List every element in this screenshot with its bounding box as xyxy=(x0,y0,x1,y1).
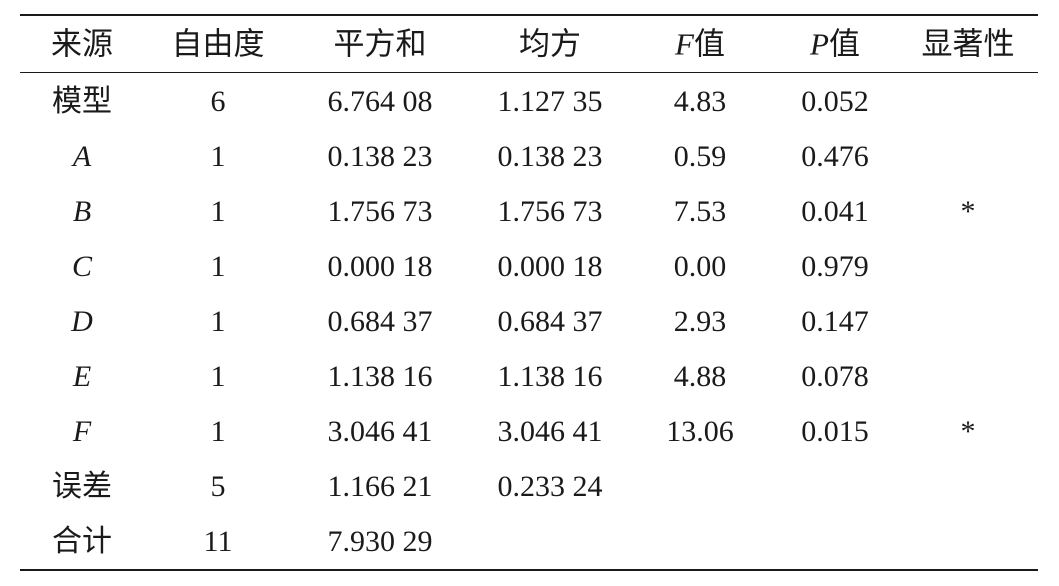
table-cell: 0.476 xyxy=(801,140,869,173)
table-cell: 0.684 37 xyxy=(327,305,433,338)
table-cell: 0.233 24 xyxy=(497,470,603,503)
table-cell: 3.046 41 xyxy=(497,415,603,448)
table-cell: * xyxy=(960,415,976,448)
table-cell: 0.000 18 xyxy=(497,250,603,283)
header-rule xyxy=(20,72,1038,73)
table-cell: 0.015 xyxy=(801,415,869,448)
table-cell: 1.138 16 xyxy=(327,360,433,393)
table-cell: 0.979 xyxy=(801,250,869,283)
table-cell: 1 xyxy=(210,305,226,338)
table-cell: 2.93 xyxy=(673,305,727,338)
table-cell: 1 xyxy=(210,195,226,228)
table-cell: 1.166 21 xyxy=(327,470,433,503)
table-cell: 1 xyxy=(210,360,226,393)
table-cell: 模型 xyxy=(52,85,112,118)
header-cell: F值 xyxy=(675,26,725,62)
table-cell: 5 xyxy=(210,470,226,503)
header-cell: 平方和 xyxy=(333,26,427,62)
header-cell: P值 xyxy=(810,26,860,62)
table-cell: * xyxy=(960,195,976,228)
table-cell: A xyxy=(72,140,92,173)
table-cell: D xyxy=(71,305,93,338)
table-cell: 0.147 xyxy=(801,305,869,338)
table-cell: 1.756 73 xyxy=(497,195,603,228)
header-cell: 来源 xyxy=(51,26,113,62)
table-cell: 13.06 xyxy=(666,415,734,448)
table-cell: 4.88 xyxy=(673,360,727,393)
table-cell: 11 xyxy=(203,525,233,558)
table-cell: 1.756 73 xyxy=(327,195,433,228)
table-cell: 误差 xyxy=(52,470,112,503)
table-cell: E xyxy=(72,360,92,393)
table-cell: 6 xyxy=(210,85,226,118)
table-cell: 0.041 xyxy=(801,195,869,228)
table-cell: 0.000 18 xyxy=(327,250,433,283)
table-cell: 3.046 41 xyxy=(327,415,433,448)
table-cell: 1.138 16 xyxy=(497,360,603,393)
table-cell: F xyxy=(72,415,92,448)
table-cell: 4.83 xyxy=(673,85,727,118)
table-cell: 0.138 23 xyxy=(497,140,603,173)
table-cell: 0.684 37 xyxy=(497,305,603,338)
table-cell: 6.764 08 xyxy=(327,85,433,118)
header-cell: 自由度 xyxy=(171,26,265,62)
table-cell: 7.53 xyxy=(673,195,727,228)
table-cell: C xyxy=(71,250,93,283)
bottom-rule xyxy=(20,569,1038,571)
table-cell: 合计 xyxy=(52,525,112,558)
table-cell: 1 xyxy=(210,250,226,283)
table-cell: 0.00 xyxy=(673,250,727,283)
table-cell: 0.078 xyxy=(801,360,869,393)
table-cell: 0.052 xyxy=(801,85,869,118)
table-cell: 7.930 29 xyxy=(327,525,433,558)
header-cell: 均方 xyxy=(519,26,581,62)
table-cell: 1 xyxy=(210,415,226,448)
header-cell: 显著性 xyxy=(921,26,1015,62)
top-rule xyxy=(20,14,1038,16)
table-cell: 1.127 35 xyxy=(497,85,603,118)
table-cell: 0.138 23 xyxy=(327,140,433,173)
table-cell: B xyxy=(72,195,92,228)
table-cell: 0.59 xyxy=(673,140,727,173)
table-cell: 1 xyxy=(210,140,226,173)
